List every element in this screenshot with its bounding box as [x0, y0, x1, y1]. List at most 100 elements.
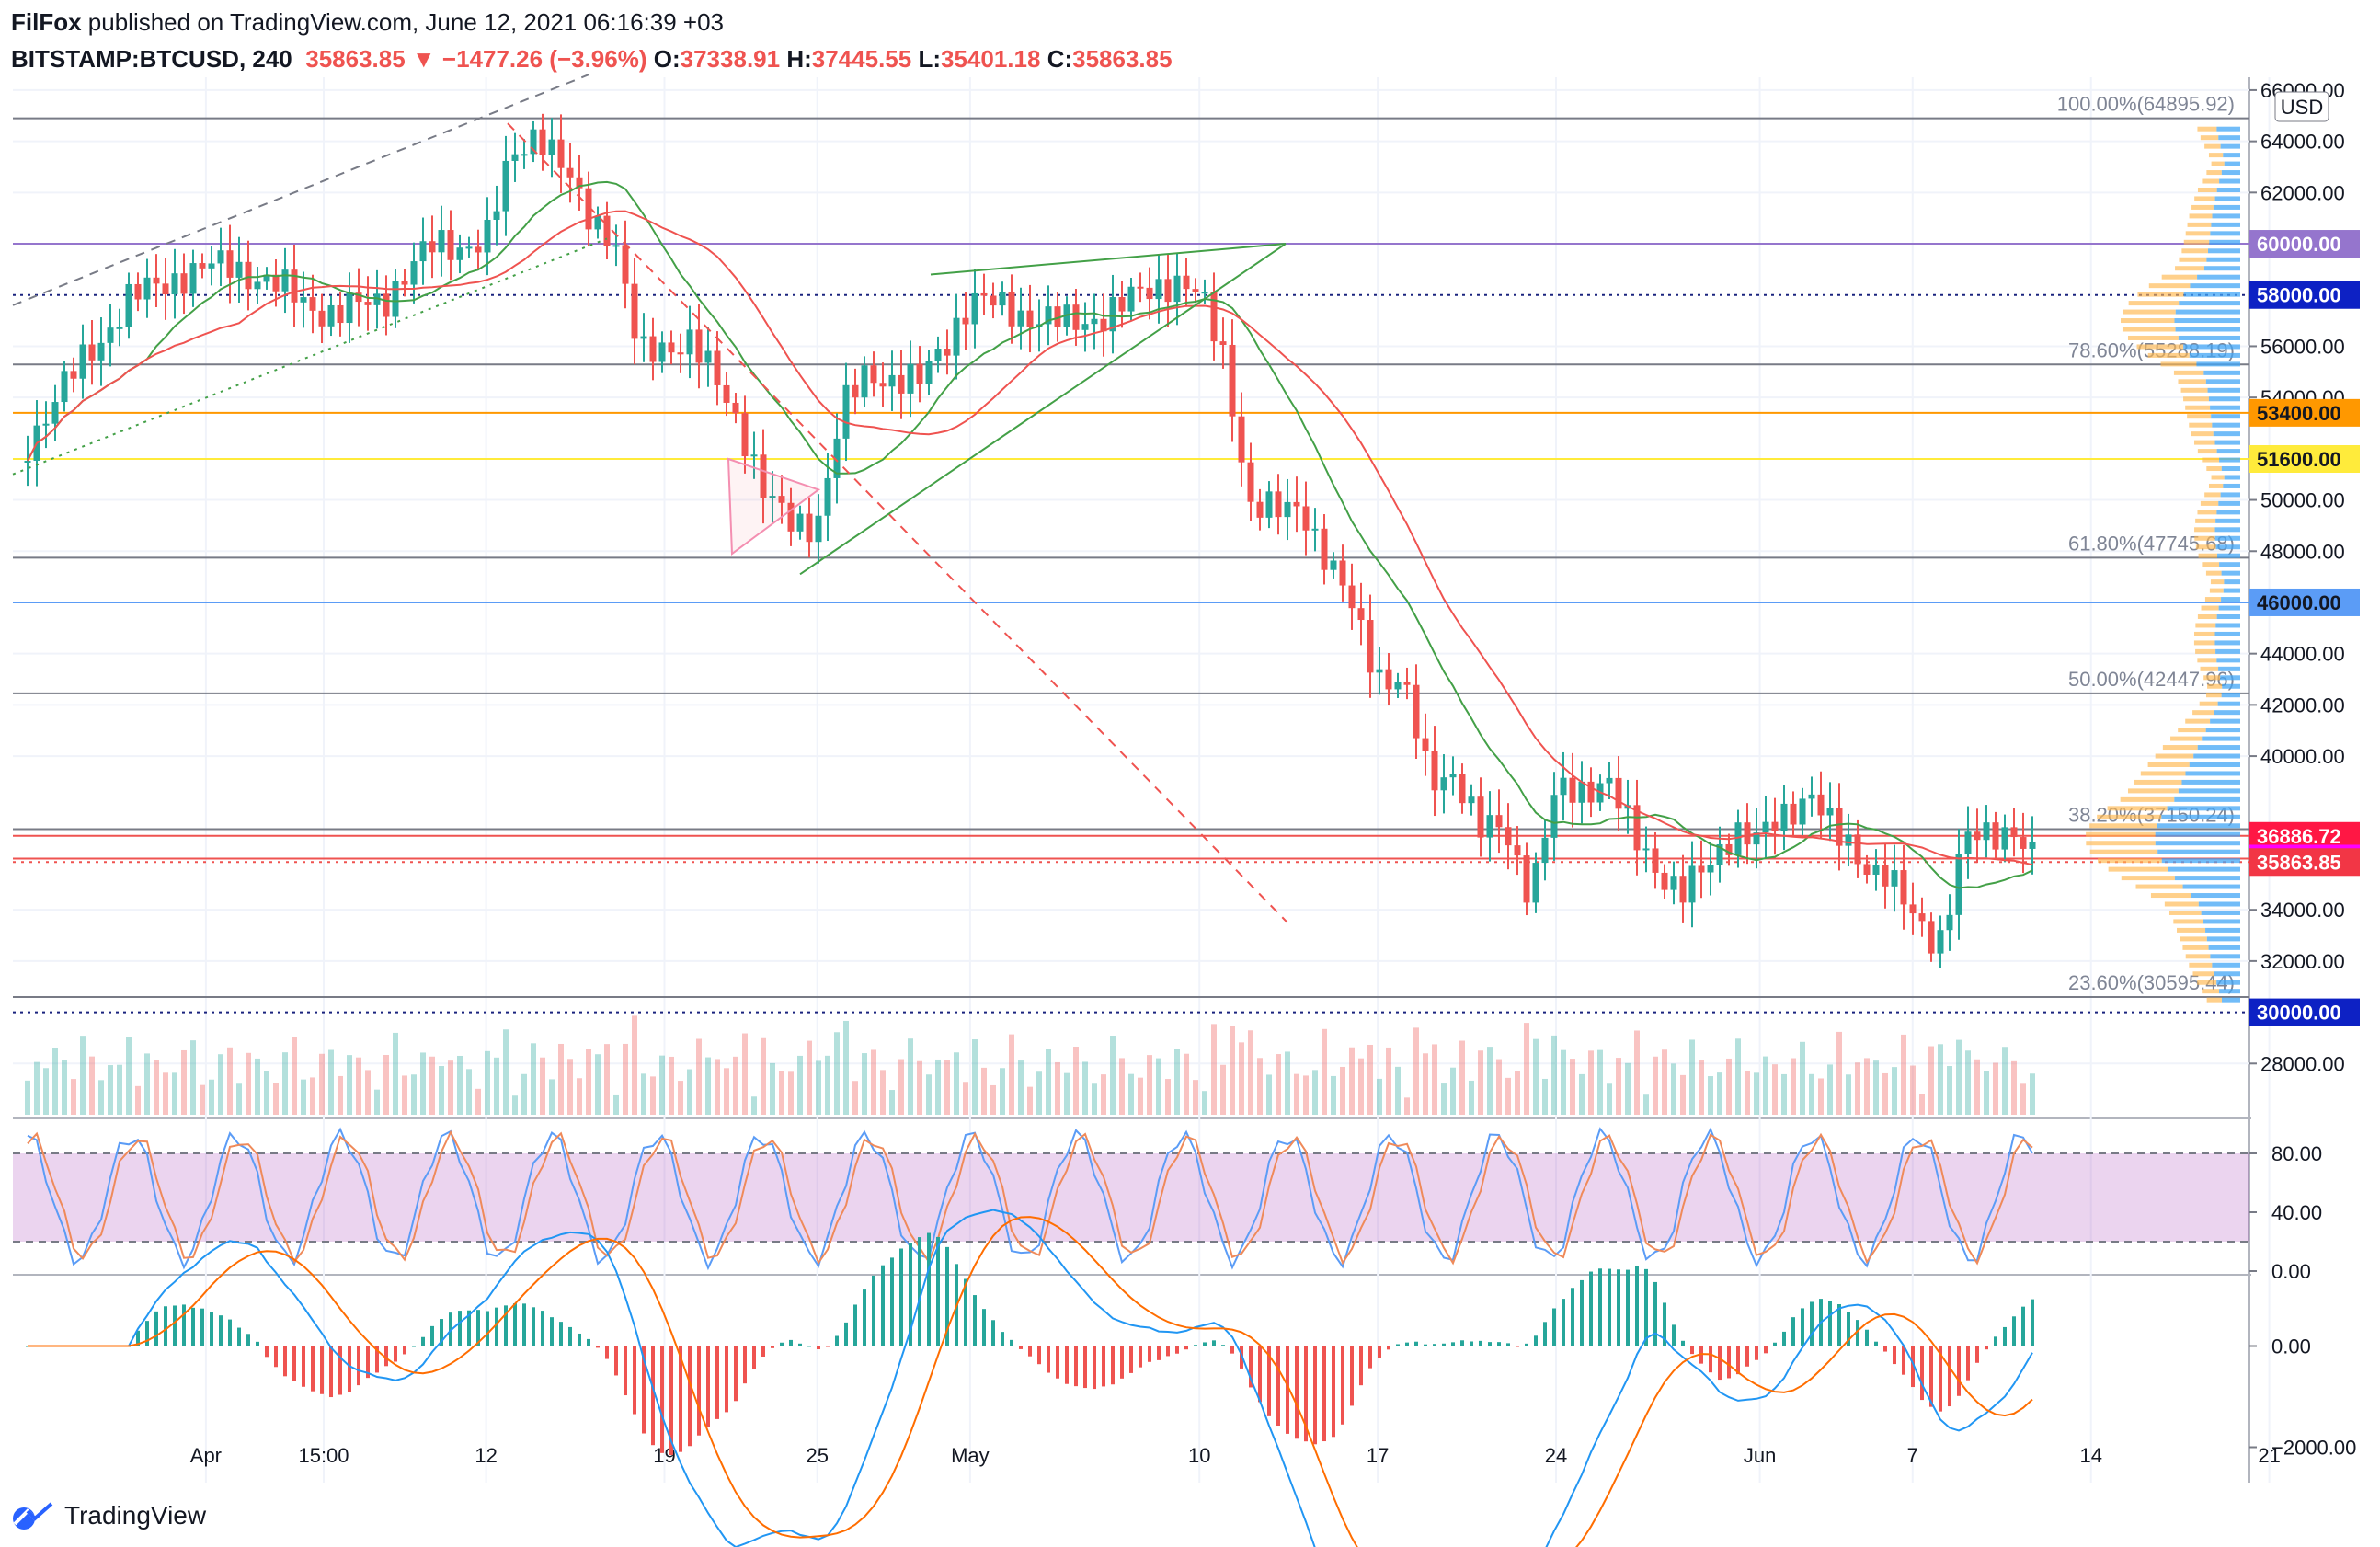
- volume-profile-bar: [2219, 457, 2240, 463]
- price-level-tag: [2249, 230, 2360, 258]
- macd-histogram-bar: [890, 1257, 894, 1346]
- volume-bar: [402, 1075, 407, 1115]
- fibonacci-level-label: 78.60%(55288.19): [2068, 338, 2235, 361]
- volume-bar: [1119, 1058, 1125, 1115]
- candle-body: [1514, 845, 1521, 856]
- volume-bar: [954, 1052, 959, 1115]
- volume-bar: [2030, 1073, 2035, 1115]
- volume-bar: [34, 1061, 40, 1115]
- candle-body: [980, 292, 988, 296]
- volume-bar: [871, 1049, 876, 1115]
- price-tick-label: 44000.00: [2260, 643, 2345, 666]
- macd-histogram-bar: [1065, 1346, 1069, 1384]
- macd-histogram-bar: [541, 1311, 544, 1346]
- volume-bar: [282, 1052, 288, 1115]
- macd-histogram-bar: [669, 1346, 673, 1455]
- volume-profile-bar: [2168, 866, 2240, 872]
- volume-bar: [181, 1049, 187, 1115]
- volume-bar: [1404, 1097, 1410, 1115]
- macd-histogram-bar: [1433, 1344, 1436, 1346]
- macd-histogram-bar: [1957, 1346, 1961, 1396]
- volume-bar: [1625, 1062, 1631, 1115]
- volume-bar: [1561, 1049, 1566, 1115]
- author-name[interactable]: FilFox: [11, 8, 82, 36]
- candle-body: [824, 477, 831, 516]
- volume-bar: [2002, 1047, 2008, 1115]
- volume-bar: [80, 1036, 86, 1115]
- volume-bar: [751, 1096, 757, 1115]
- volume-profile-bar: [2197, 187, 2217, 192]
- volume-profile-bar: [2200, 666, 2219, 671]
- volume-profile-bar: [2200, 135, 2219, 141]
- volume-profile-bar: [2167, 806, 2240, 811]
- volume-bar: [1551, 1035, 1557, 1115]
- volume-bar: [1248, 1030, 1253, 1115]
- macd-histogram-bar: [725, 1346, 728, 1413]
- macd-histogram-bar: [1083, 1346, 1087, 1389]
- candle-body: [1642, 848, 1650, 851]
- volume-bar: [98, 1080, 104, 1115]
- candle-body: [465, 246, 473, 249]
- macd-histogram-bar: [752, 1346, 756, 1369]
- candle-body: [1422, 738, 1429, 751]
- volume-profile-bar: [2208, 396, 2240, 402]
- macd-histogram-bar: [679, 1346, 682, 1452]
- volume-bar: [1386, 1047, 1391, 1115]
- symbol-name[interactable]: BITSTAMP:BTCUSD, 240: [11, 45, 292, 73]
- volume-profile-bar: [2211, 414, 2240, 419]
- volume-profile-bar: [2136, 344, 2184, 350]
- candle-body: [723, 384, 730, 403]
- macd-histogram-bar: [1414, 1341, 1418, 1346]
- volume-bar: [1515, 1071, 1520, 1115]
- price-level-tag: [2249, 848, 2360, 877]
- candle-body: [2020, 837, 2027, 849]
- volume-bar: [1634, 1030, 1640, 1115]
- volume-profile-bar: [2148, 283, 2191, 289]
- stochastic-tick-label: 80.00: [2271, 1142, 2322, 1165]
- volume-profile-bar: [2216, 658, 2240, 663]
- volume-profile-bar: [2185, 718, 2211, 724]
- macd-histogram-bar: [1230, 1346, 1234, 1354]
- macd-histogram-bar: [1332, 1346, 1335, 1438]
- macd-histogram-bar: [1074, 1346, 1078, 1387]
- volume-profile-bar: [2209, 239, 2240, 245]
- ema-line: [27, 210, 2033, 866]
- close-value: 35863.85: [1072, 45, 1173, 73]
- volume-bar: [696, 1038, 702, 1115]
- volume-profile-bar: [2181, 779, 2240, 785]
- volume-bar: [356, 1057, 361, 1115]
- tradingview-logo-icon[interactable]: [11, 1500, 55, 1531]
- candle-body: [171, 273, 178, 295]
- macd-histogram-bar: [1442, 1343, 1446, 1346]
- candle-body: [953, 317, 960, 356]
- volume-bar: [512, 1095, 518, 1115]
- candle-body: [327, 304, 335, 327]
- macd-histogram-bar: [1525, 1343, 1528, 1346]
- macd-histogram-bar: [1405, 1342, 1409, 1346]
- volume-bar: [972, 1039, 978, 1115]
- candle-body: [1265, 491, 1273, 518]
- macd-line: [28, 1209, 2033, 1547]
- volume-profile-bar: [2185, 954, 2211, 959]
- candle-body: [1523, 855, 1530, 903]
- volume-profile-bar: [2122, 327, 2176, 332]
- candle-body: [1459, 774, 1466, 804]
- macd-histogram-bar: [2012, 1316, 2016, 1346]
- volume-bar: [503, 1029, 509, 1115]
- volume-bar: [1046, 1049, 1051, 1115]
- candle-body: [1882, 865, 1889, 887]
- volume-bar: [1009, 1034, 1014, 1115]
- macd-histogram-bar: [1470, 1341, 1473, 1346]
- macd-histogram-bar: [513, 1303, 517, 1346]
- volume-profile-bar: [2197, 658, 2217, 663]
- volume-profile-bar: [2194, 535, 2215, 541]
- volume-bar: [1864, 1058, 1870, 1115]
- macd-histogram-bar: [1267, 1346, 1271, 1416]
- footer-brand[interactable]: TradingView: [64, 1501, 207, 1530]
- volume-bar: [1193, 1080, 1198, 1115]
- macd-histogram-bar: [1387, 1346, 1390, 1350]
- candle-body: [944, 349, 951, 356]
- volume-bar: [1993, 1062, 1998, 1115]
- time-tick-label: 7: [1907, 1444, 1918, 1467]
